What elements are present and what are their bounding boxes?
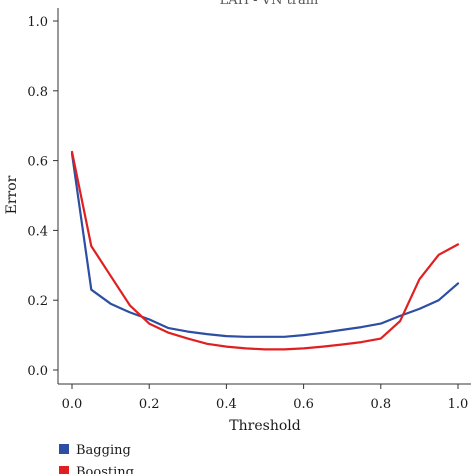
- y-tick-label: 0.4: [27, 224, 48, 239]
- legend: Bagging Boosting: [59, 443, 134, 474]
- y-tick-label: 0.6: [27, 155, 48, 170]
- y-tick-label: 0.0: [27, 364, 48, 379]
- series-line-bagging: [70, 152, 460, 338]
- x-tick-label: 0.4: [216, 397, 237, 412]
- y-tick-label: 1.0: [27, 15, 48, 30]
- axes: [53, 8, 471, 389]
- series-line-boosting: [70, 150, 460, 351]
- x-tick-label: 0.8: [370, 397, 391, 412]
- x-tick-label: 1.0: [448, 397, 469, 412]
- y-tick-label: 0.2: [27, 294, 48, 309]
- x-tick-label: 0.0: [62, 397, 83, 412]
- tick-labels: 0.0 0.2 0.4 0.6 0.8 1.0 0.0 0.2 0.4 0.6 0.8 1.0: [27, 15, 468, 412]
- legend-label-bagging: Bagging: [76, 443, 131, 458]
- x-tick-label: 0.6: [293, 397, 314, 412]
- x-tick-label: 0.2: [139, 397, 160, 412]
- series-lines: [70, 150, 460, 351]
- y-tick-label: 0.8: [27, 85, 48, 100]
- legend-swatch-bagging: [59, 444, 69, 454]
- y-axis-label: Error: [4, 175, 20, 214]
- legend-swatch-boosting: [59, 466, 69, 474]
- x-axis-label: Threshold: [229, 418, 300, 434]
- legend-label-boosting: Boosting: [76, 465, 134, 474]
- chart-title: LAH - VN train: [220, 0, 319, 8]
